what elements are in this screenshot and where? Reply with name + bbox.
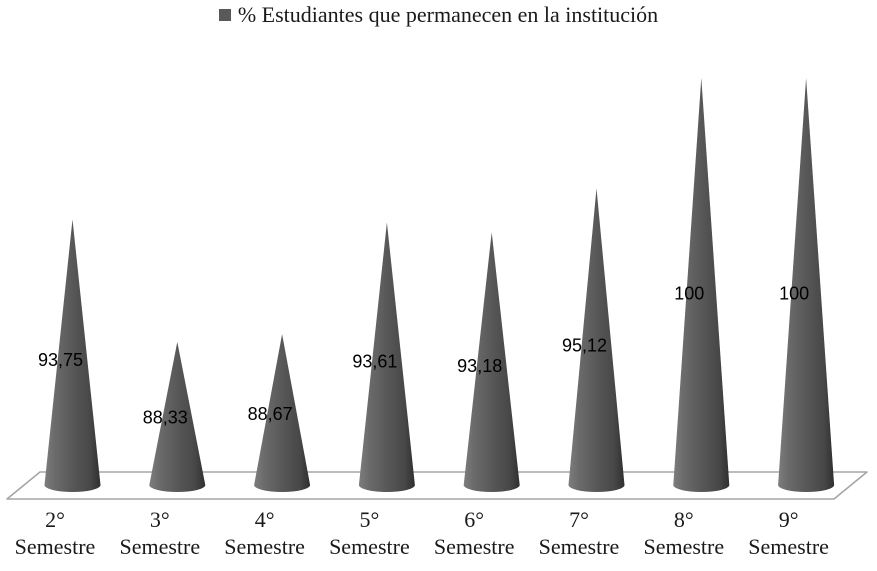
x-axis-label-word: Semestre: [539, 534, 620, 559]
data-label: 93,61: [352, 352, 397, 372]
data-label: 100: [779, 284, 809, 304]
data-label: 88,33: [143, 408, 188, 428]
cone-bar: [778, 78, 835, 493]
x-axis-label-word: Semestre: [119, 534, 200, 559]
cone-bar: [358, 222, 415, 493]
x-axis-label-number: 5°: [359, 507, 379, 532]
legend: % Estudiantes que permanecen en la insti…: [0, 2, 877, 28]
x-axis-label-number: 2°: [45, 507, 65, 532]
cone-bar: [673, 78, 730, 493]
cone-bar: [463, 232, 520, 493]
cone-bar: [568, 188, 625, 493]
x-axis-label-word: Semestre: [748, 534, 829, 559]
x-axis-label-number: 6°: [464, 507, 484, 532]
x-axis-labels-layer: 2°Semestre3°Semestre4°Semestre5°Semestre…: [15, 507, 829, 559]
x-axis-label-word: Semestre: [434, 534, 515, 559]
floor-plane: [6, 471, 868, 500]
data-label: 100: [674, 284, 704, 304]
x-axis-label-number: 3°: [150, 507, 170, 532]
cone-bar: [254, 334, 311, 493]
data-label: 93,18: [457, 356, 502, 376]
x-axis-label-number: 9°: [779, 507, 799, 532]
x-axis-label-word: Semestre: [643, 534, 724, 559]
legend-label: % Estudiantes que permanecen en la insti…: [237, 2, 659, 27]
x-axis-label-number: 7°: [569, 507, 589, 532]
cone-bar: [44, 219, 101, 493]
data-label: 88,67: [248, 404, 293, 424]
legend-marker-icon: [218, 9, 231, 21]
x-axis-label-word: Semestre: [329, 534, 410, 559]
cone-bar: [149, 341, 206, 493]
x-axis-label-number: 4°: [255, 507, 275, 532]
x-axis-label-number: 8°: [674, 507, 694, 532]
data-label: 93,75: [38, 350, 83, 370]
x-axis-label-word: Semestre: [224, 534, 305, 559]
data-label: 95,12: [562, 336, 607, 356]
x-axis-label-word: Semestre: [15, 534, 96, 559]
data-labels-layer: 93,75 88,33 88,67 93,61 93,18 95,12 100 100: [38, 284, 809, 428]
cones-layer: [44, 78, 835, 493]
